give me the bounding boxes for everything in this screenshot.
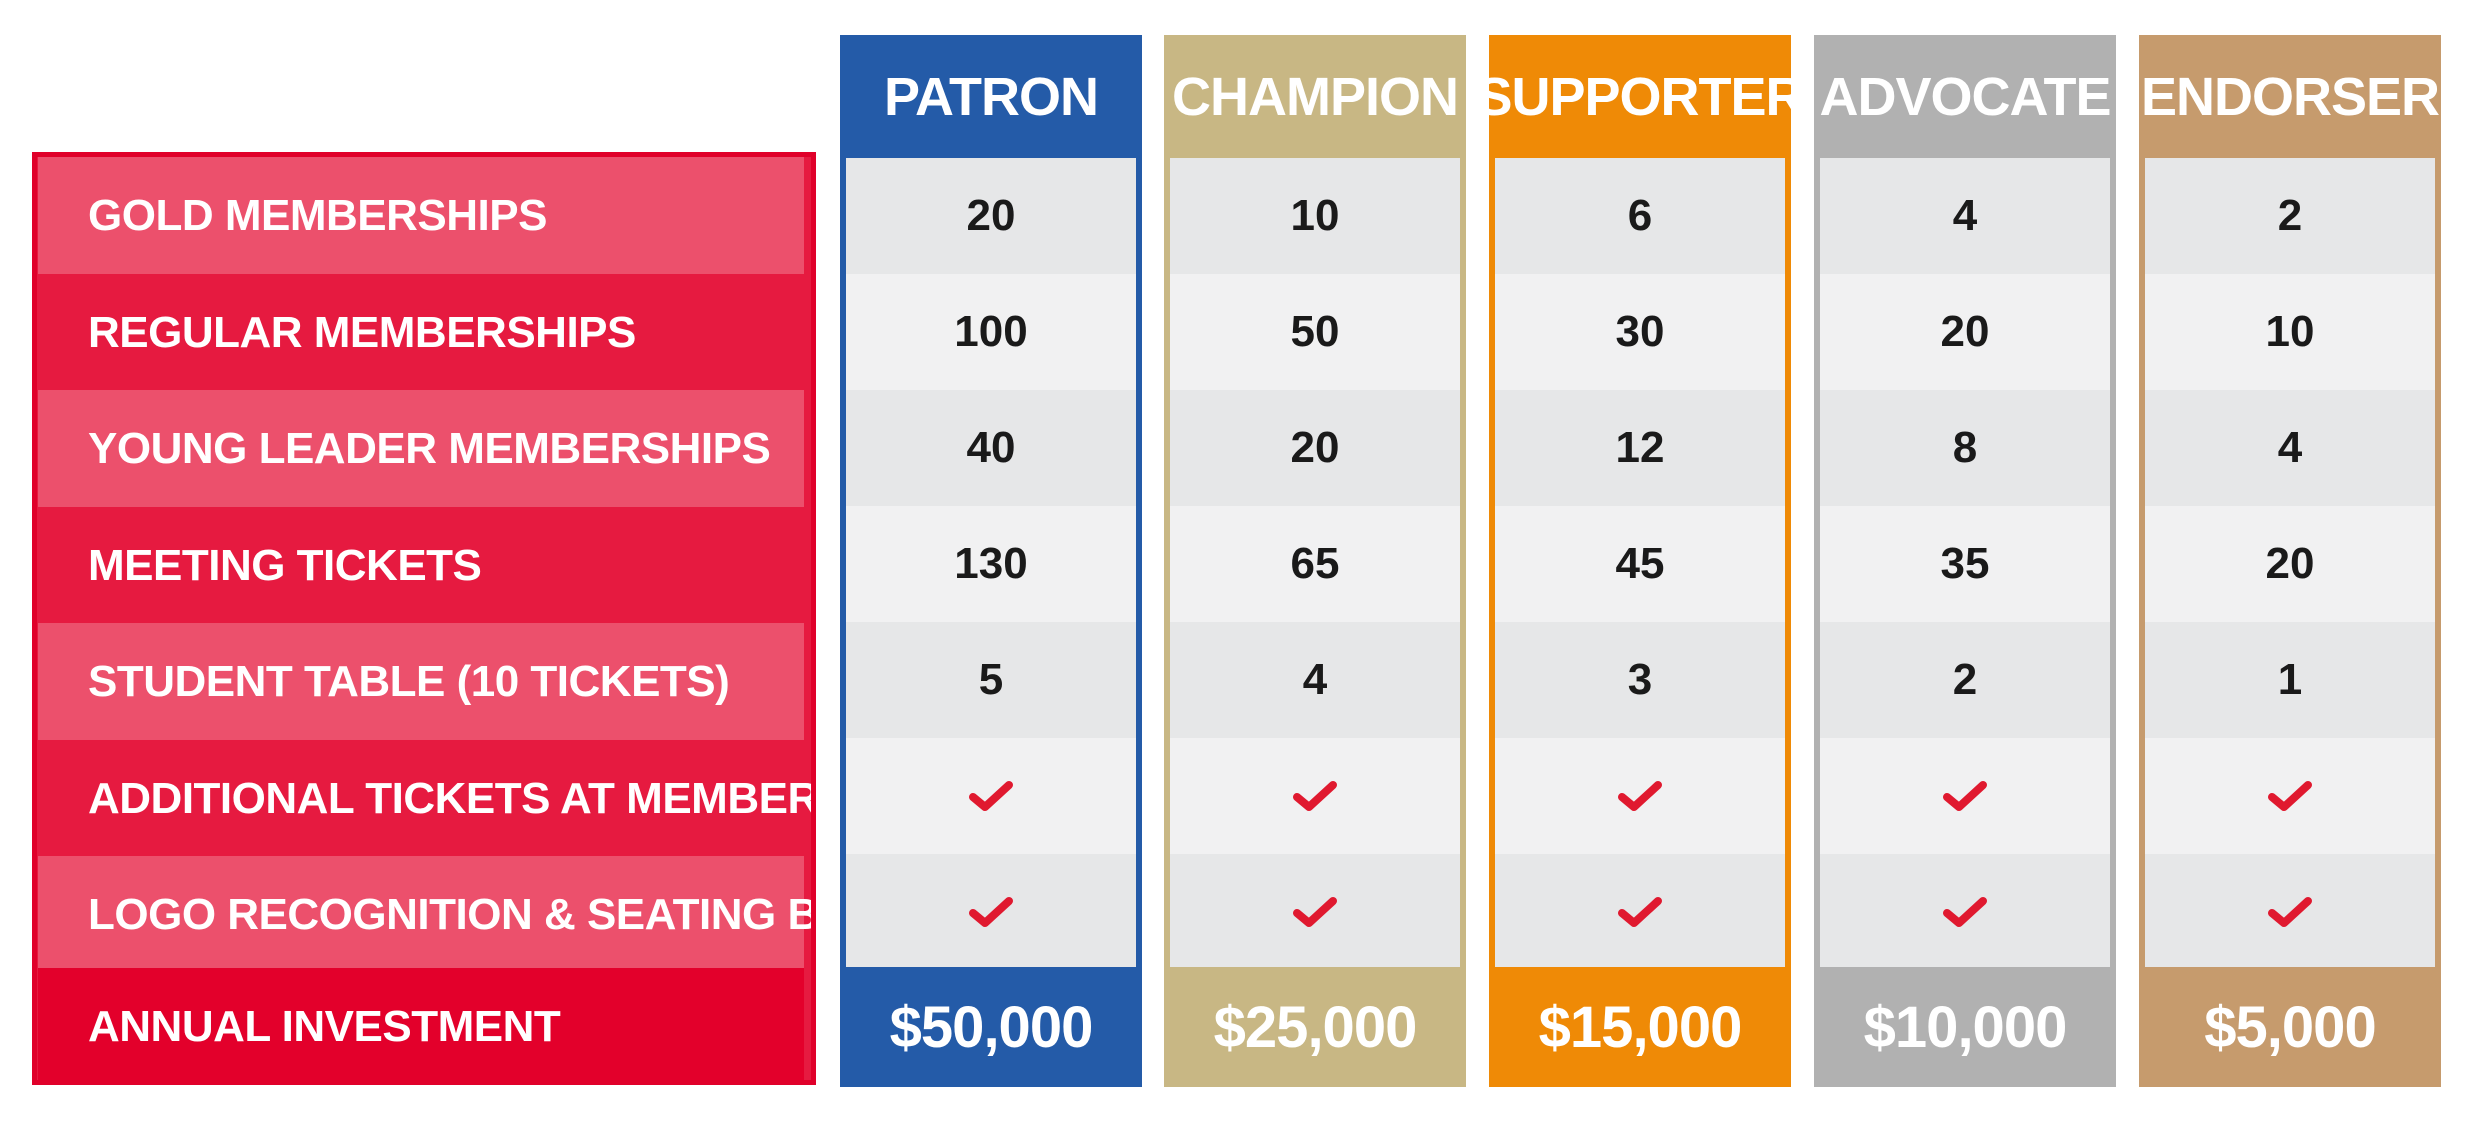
tier-check-cell <box>2145 738 2435 854</box>
tier-column-supporter: SUPPORTER 6 30 12 45 3 $15,000 <box>1476 35 1805 1087</box>
row-label-annual-investment: ANNUAL INVESTMENT <box>38 968 804 1085</box>
tier-column-endorser: ENDORSER 2 10 4 20 1 $5,000 <box>2139 35 2441 1087</box>
tier-cells-advocate: 4 20 8 35 2 <box>1820 158 2110 970</box>
tier-value-cell: 20 <box>846 158 1136 274</box>
tier-value-cell: 20 <box>1820 274 2110 390</box>
tier-header-champion: CHAMPION <box>1164 35 1466 158</box>
tier-header-patron: PATRON <box>840 35 1142 158</box>
tier-value-cell: 4 <box>1820 158 2110 274</box>
tier-body-endorser: 2 10 4 20 1 <box>2139 158 2441 970</box>
tier-investment-patron: $50,000 <box>840 967 1142 1087</box>
tier-investment-champion: $25,000 <box>1164 967 1466 1087</box>
tier-value-cell: 1 <box>2145 622 2435 738</box>
tier-value-cell: 4 <box>2145 390 2435 506</box>
tier-cells-supporter: 6 30 12 45 3 <box>1495 158 1785 970</box>
tier-value-cell: 2 <box>1820 622 2110 738</box>
tier-body-advocate: 4 20 8 35 2 <box>1814 158 2116 970</box>
tier-check-cell <box>1495 854 1785 970</box>
tier-value-cell: 50 <box>1170 274 1460 390</box>
tier-body-patron: 20 100 40 130 5 <box>840 158 1142 970</box>
tier-value-cell: 65 <box>1170 506 1460 622</box>
tier-cells-patron: 20 100 40 130 5 <box>846 158 1136 970</box>
tier-value-cell: 4 <box>1170 622 1460 738</box>
tier-value-cell: 45 <box>1495 506 1785 622</box>
check-icon <box>2268 779 2312 813</box>
tier-column-patron: PATRON 20 100 40 130 5 $50,000 <box>840 35 1142 1087</box>
check-icon <box>2268 895 2312 929</box>
tier-cells-endorser: 2 10 4 20 1 <box>2145 158 2435 970</box>
row-label-gold-memberships: GOLD MEMBERSHIPS <box>38 157 804 274</box>
row-label-young-leader-memberships: YOUNG LEADER MEMBERSHIPS <box>38 390 804 507</box>
tier-value-cell: 2 <box>2145 158 2435 274</box>
tier-value-cell: 130 <box>846 506 1136 622</box>
tier-value-cell: 6 <box>1495 158 1785 274</box>
tier-check-cell <box>1495 738 1785 854</box>
check-icon <box>1293 779 1337 813</box>
tier-check-cell <box>1820 738 2110 854</box>
check-icon <box>1293 895 1337 929</box>
tier-header-advocate: ADVOCATE <box>1814 35 2116 158</box>
tier-value-cell: 35 <box>1820 506 2110 622</box>
tier-check-cell <box>846 738 1136 854</box>
check-icon <box>969 895 1013 929</box>
tier-value-cell: 100 <box>846 274 1136 390</box>
tier-check-cell <box>1170 854 1460 970</box>
tier-body-supporter: 6 30 12 45 3 <box>1489 158 1791 970</box>
tier-value-cell: 10 <box>1170 158 1460 274</box>
tier-column-advocate: ADVOCATE 4 20 8 35 2 $10,000 <box>1814 35 2116 1087</box>
tier-check-cell <box>1820 854 2110 970</box>
tier-value-cell: 5 <box>846 622 1136 738</box>
tier-check-cell <box>1170 738 1460 854</box>
tier-value-cell: 10 <box>2145 274 2435 390</box>
tier-value-cell: 40 <box>846 390 1136 506</box>
check-icon <box>1943 895 1987 929</box>
tier-investment-endorser: $5,000 <box>2139 967 2441 1087</box>
tier-check-cell <box>2145 854 2435 970</box>
tier-check-cell <box>846 854 1136 970</box>
check-icon <box>1943 779 1987 813</box>
tier-header-endorser: ENDORSER <box>2139 35 2441 158</box>
tier-body-champion: 10 50 20 65 4 <box>1164 158 1466 970</box>
row-label-additional-tickets: ADDITIONAL TICKETS AT MEMBER RATE <box>38 740 945 857</box>
tier-investment-advocate: $10,000 <box>1814 967 2116 1087</box>
tier-cells-champion: 10 50 20 65 4 <box>1170 158 1460 970</box>
benefit-labels-column: GOLD MEMBERSHIPS REGULAR MEMBERSHIPS YOU… <box>32 152 1002 1085</box>
tier-investment-supporter: $15,000 <box>1489 967 1791 1087</box>
row-label-regular-memberships: REGULAR MEMBERSHIPS <box>38 274 804 391</box>
row-label-student-table: STUDENT TABLE (10 TICKETS) <box>38 623 804 740</box>
tier-header-supporter: SUPPORTER <box>1476 35 1805 158</box>
check-icon <box>1618 779 1662 813</box>
tier-value-cell: 20 <box>1170 390 1460 506</box>
tier-value-cell: 3 <box>1495 622 1785 738</box>
row-label-logo-recognition: LOGO RECOGNITION & SEATING BENEFITS <box>38 856 1002 973</box>
row-label-meeting-tickets: MEETING TICKETS <box>38 507 804 624</box>
tier-value-cell: 8 <box>1820 390 2110 506</box>
tier-column-champion: CHAMPION 10 50 20 65 4 $25,000 <box>1164 35 1466 1087</box>
check-icon <box>1618 895 1662 929</box>
check-icon <box>969 779 1013 813</box>
tier-value-cell: 30 <box>1495 274 1785 390</box>
tier-value-cell: 20 <box>2145 506 2435 622</box>
tier-value-cell: 12 <box>1495 390 1785 506</box>
